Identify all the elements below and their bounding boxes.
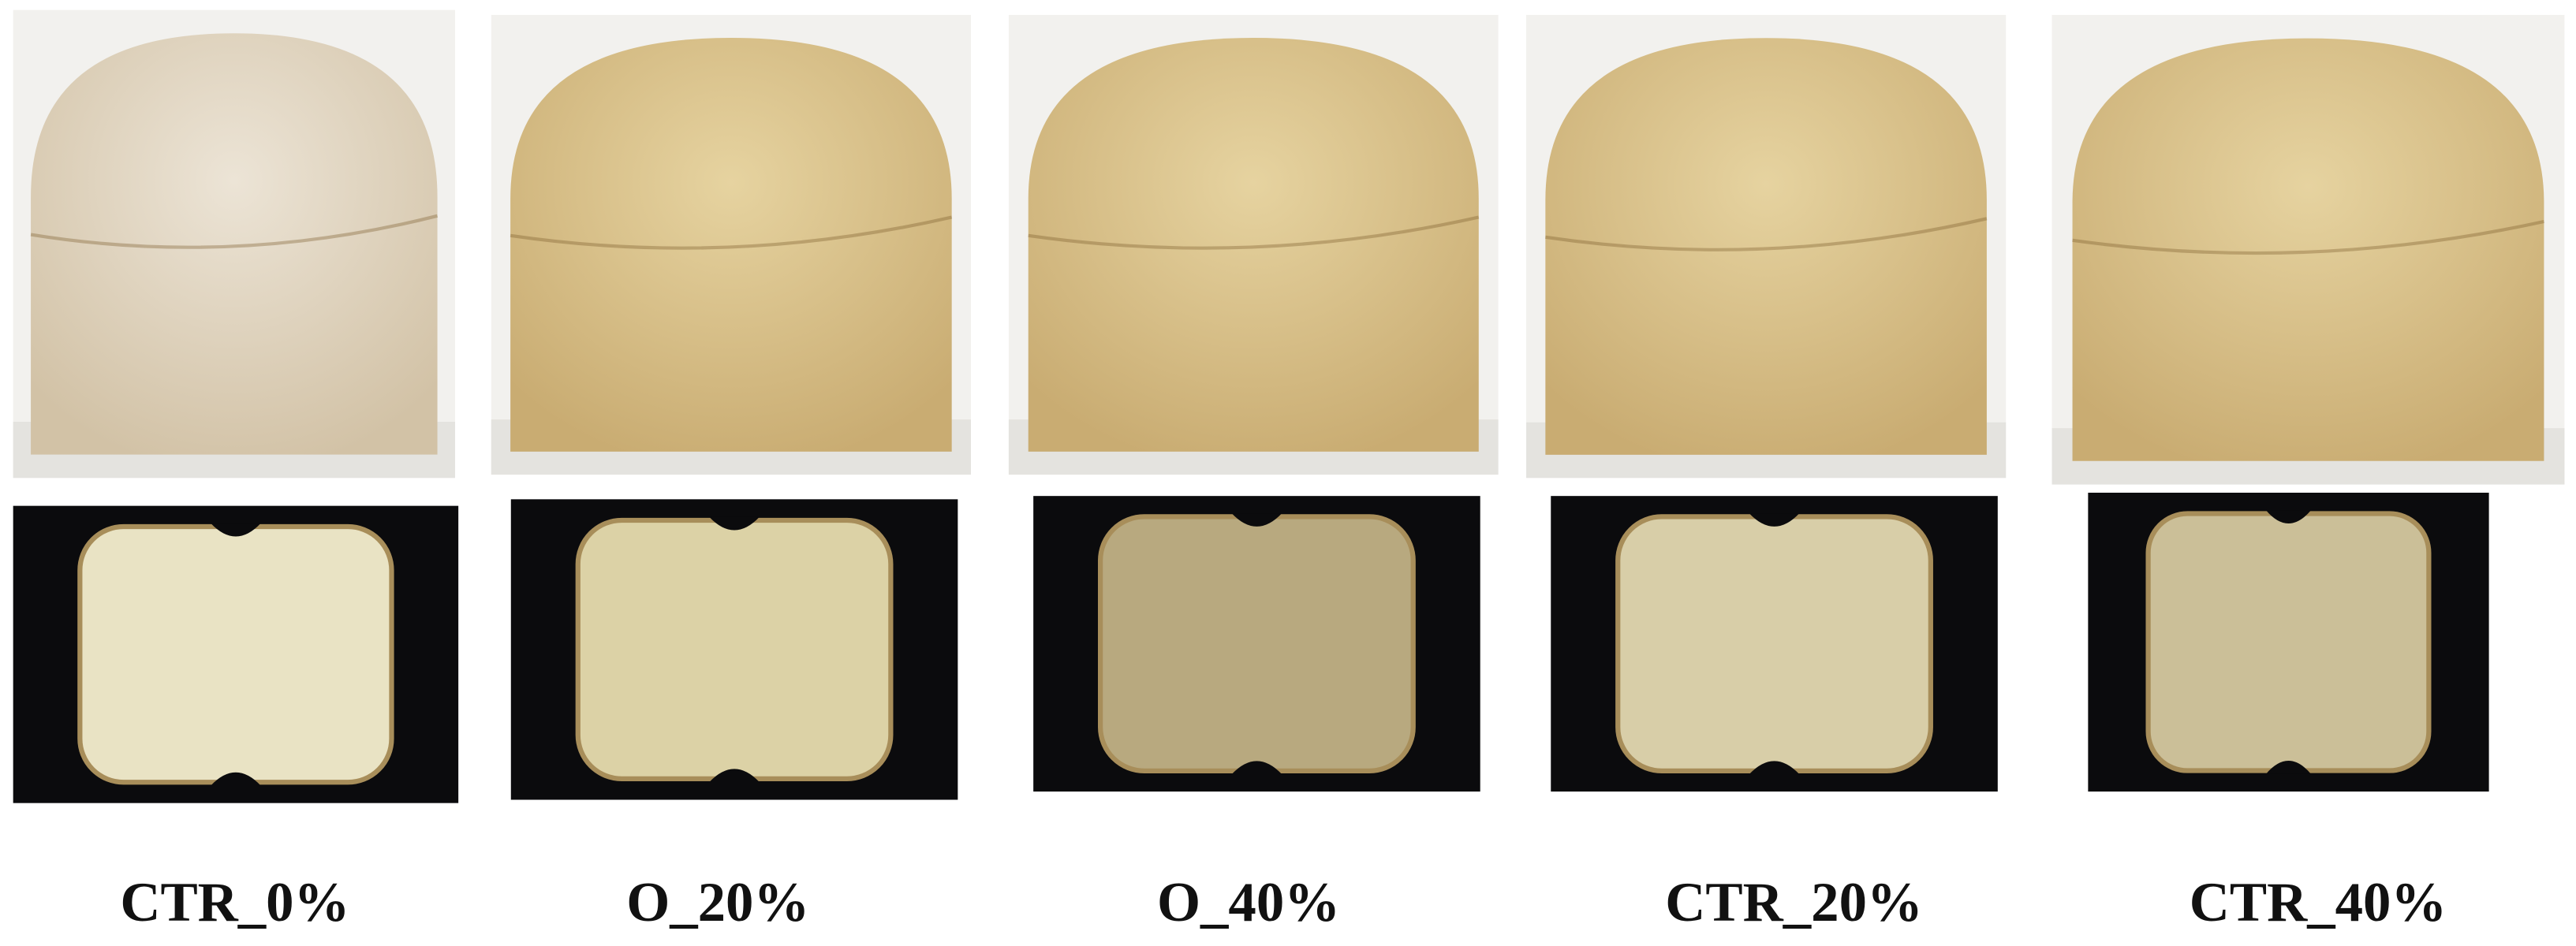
loaf — [510, 38, 952, 452]
crust-line — [1545, 217, 1988, 251]
bread-panel: CTR_40% — [2051, 14, 2565, 933]
crust-line — [2072, 219, 2544, 255]
bread-slice — [1098, 514, 1416, 773]
crust-line — [510, 215, 953, 250]
sample-label: CTR_40% — [2190, 872, 2447, 933]
bread-panel: CTR_0% — [13, 9, 459, 933]
crust-line — [30, 214, 439, 249]
sample-label: CTR_20% — [1665, 872, 1922, 933]
bread-slice — [1615, 514, 1933, 773]
sample-label: O_40% — [1157, 872, 1340, 933]
bread-slice — [2145, 511, 2432, 773]
loaf — [2072, 38, 2544, 461]
loaf — [1545, 38, 1987, 455]
sample-label: O_20% — [626, 872, 809, 933]
bread-slice — [575, 517, 894, 781]
crust-line — [1028, 215, 1480, 250]
sample-label: CTR_0% — [120, 872, 349, 933]
bread-panel: O_40% — [1008, 14, 1499, 933]
loaf — [1028, 38, 1479, 452]
bread-slice — [77, 523, 394, 785]
loaf — [31, 33, 438, 455]
bread-panel: CTR_20% — [1526, 14, 2007, 933]
bread-panel: O_20% — [491, 14, 971, 933]
